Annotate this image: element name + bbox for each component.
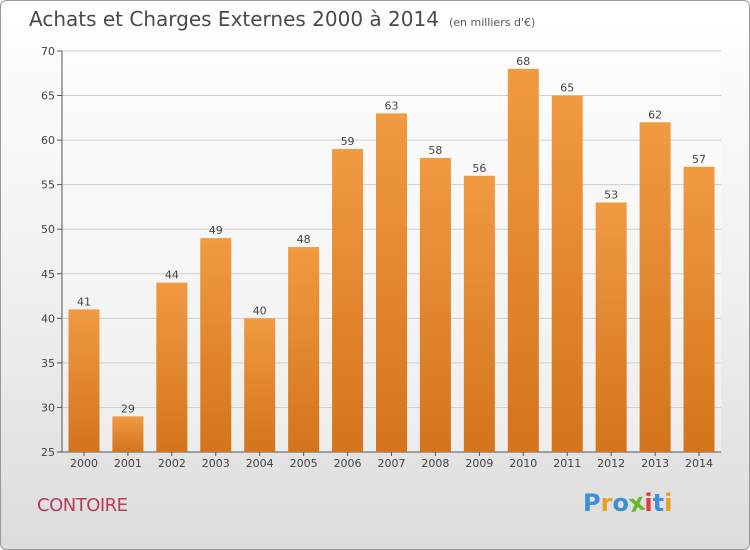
x-tick-label: 2011 — [553, 457, 581, 470]
bar-2007 — [376, 113, 407, 452]
bar-value-label: 59 — [341, 135, 355, 148]
x-tick-label: 2010 — [509, 457, 537, 470]
bar-value-label: 57 — [692, 153, 706, 166]
bar-value-label: 41 — [77, 295, 91, 308]
bar-2012 — [595, 202, 627, 452]
proxiti-logo[interactable]: Proxiti — [583, 488, 673, 519]
y-tick-label: 40 — [41, 312, 55, 325]
bar-2013 — [639, 122, 671, 453]
bar-2001 — [112, 416, 144, 452]
logo-letter: o — [612, 489, 629, 517]
bar-2006 — [332, 149, 364, 452]
bar-value-label: 40 — [253, 304, 267, 317]
y-tick-label: 70 — [41, 45, 55, 58]
x-tick-label: 2004 — [246, 457, 274, 470]
x-tick-label: 2014 — [685, 457, 713, 470]
x-tick-label: 2005 — [290, 457, 318, 470]
y-tick-label: 45 — [41, 268, 55, 281]
bar-2003 — [200, 238, 232, 452]
logo-letter: r — [600, 489, 613, 517]
x-tick-label: 2013 — [641, 457, 669, 470]
chart-title-main: Achats et Charges Externes 2000 à 2014 — [29, 7, 439, 31]
y-tick-label: 65 — [41, 90, 55, 103]
logo-letter: i — [644, 489, 653, 517]
bar-value-label: 48 — [297, 233, 311, 246]
bar-value-label: 53 — [604, 188, 618, 201]
bar-value-label: 68 — [516, 55, 530, 68]
bar-2002 — [156, 282, 188, 452]
bar-2004 — [244, 318, 276, 452]
commune-name: CONTOIRE — [37, 495, 128, 516]
bar-value-label: 49 — [209, 224, 223, 237]
bar-value-label: 56 — [472, 162, 486, 175]
logo-letter: P — [583, 489, 601, 517]
bar-2005 — [288, 247, 320, 452]
logo-letter: t — [652, 489, 665, 517]
bar-value-label: 62 — [648, 108, 662, 121]
chart-title-unit: (en milliers d'€) — [448, 16, 536, 29]
bar-value-label: 44 — [165, 269, 179, 282]
bar-2010 — [507, 68, 539, 453]
x-tick-label: 2007 — [378, 457, 406, 470]
y-tick-label: 25 — [41, 446, 55, 459]
x-tick-label: 2008 — [421, 457, 449, 470]
y-tick-label: 30 — [41, 401, 55, 414]
chart-title: Achats et Charges Externes 2000 à 2014 (e… — [29, 7, 535, 31]
x-tick-label: 2009 — [465, 457, 493, 470]
x-tick-label: 2000 — [70, 457, 98, 470]
x-tick-label: 2006 — [334, 457, 362, 470]
bar-2014 — [683, 166, 715, 452]
bar-value-label: 63 — [385, 99, 399, 112]
logo-letter: i — [664, 489, 673, 517]
y-tick-label: 35 — [41, 357, 55, 370]
bar-2011 — [551, 95, 583, 453]
x-tick-label: 2012 — [597, 457, 625, 470]
bar-value-label: 58 — [428, 144, 442, 157]
bar-value-label: 65 — [560, 82, 574, 95]
bar-2009 — [463, 175, 495, 452]
x-tick-label: 2002 — [158, 457, 186, 470]
y-tick-label: 60 — [41, 134, 55, 147]
bar-2000 — [68, 309, 100, 452]
y-tick-label: 55 — [41, 179, 55, 192]
x-tick-label: 2001 — [114, 457, 142, 470]
y-tick-label: 50 — [41, 223, 55, 236]
x-tick-label: 2003 — [202, 457, 230, 470]
bar-value-label: 29 — [121, 402, 135, 415]
bar-2008 — [419, 157, 451, 452]
